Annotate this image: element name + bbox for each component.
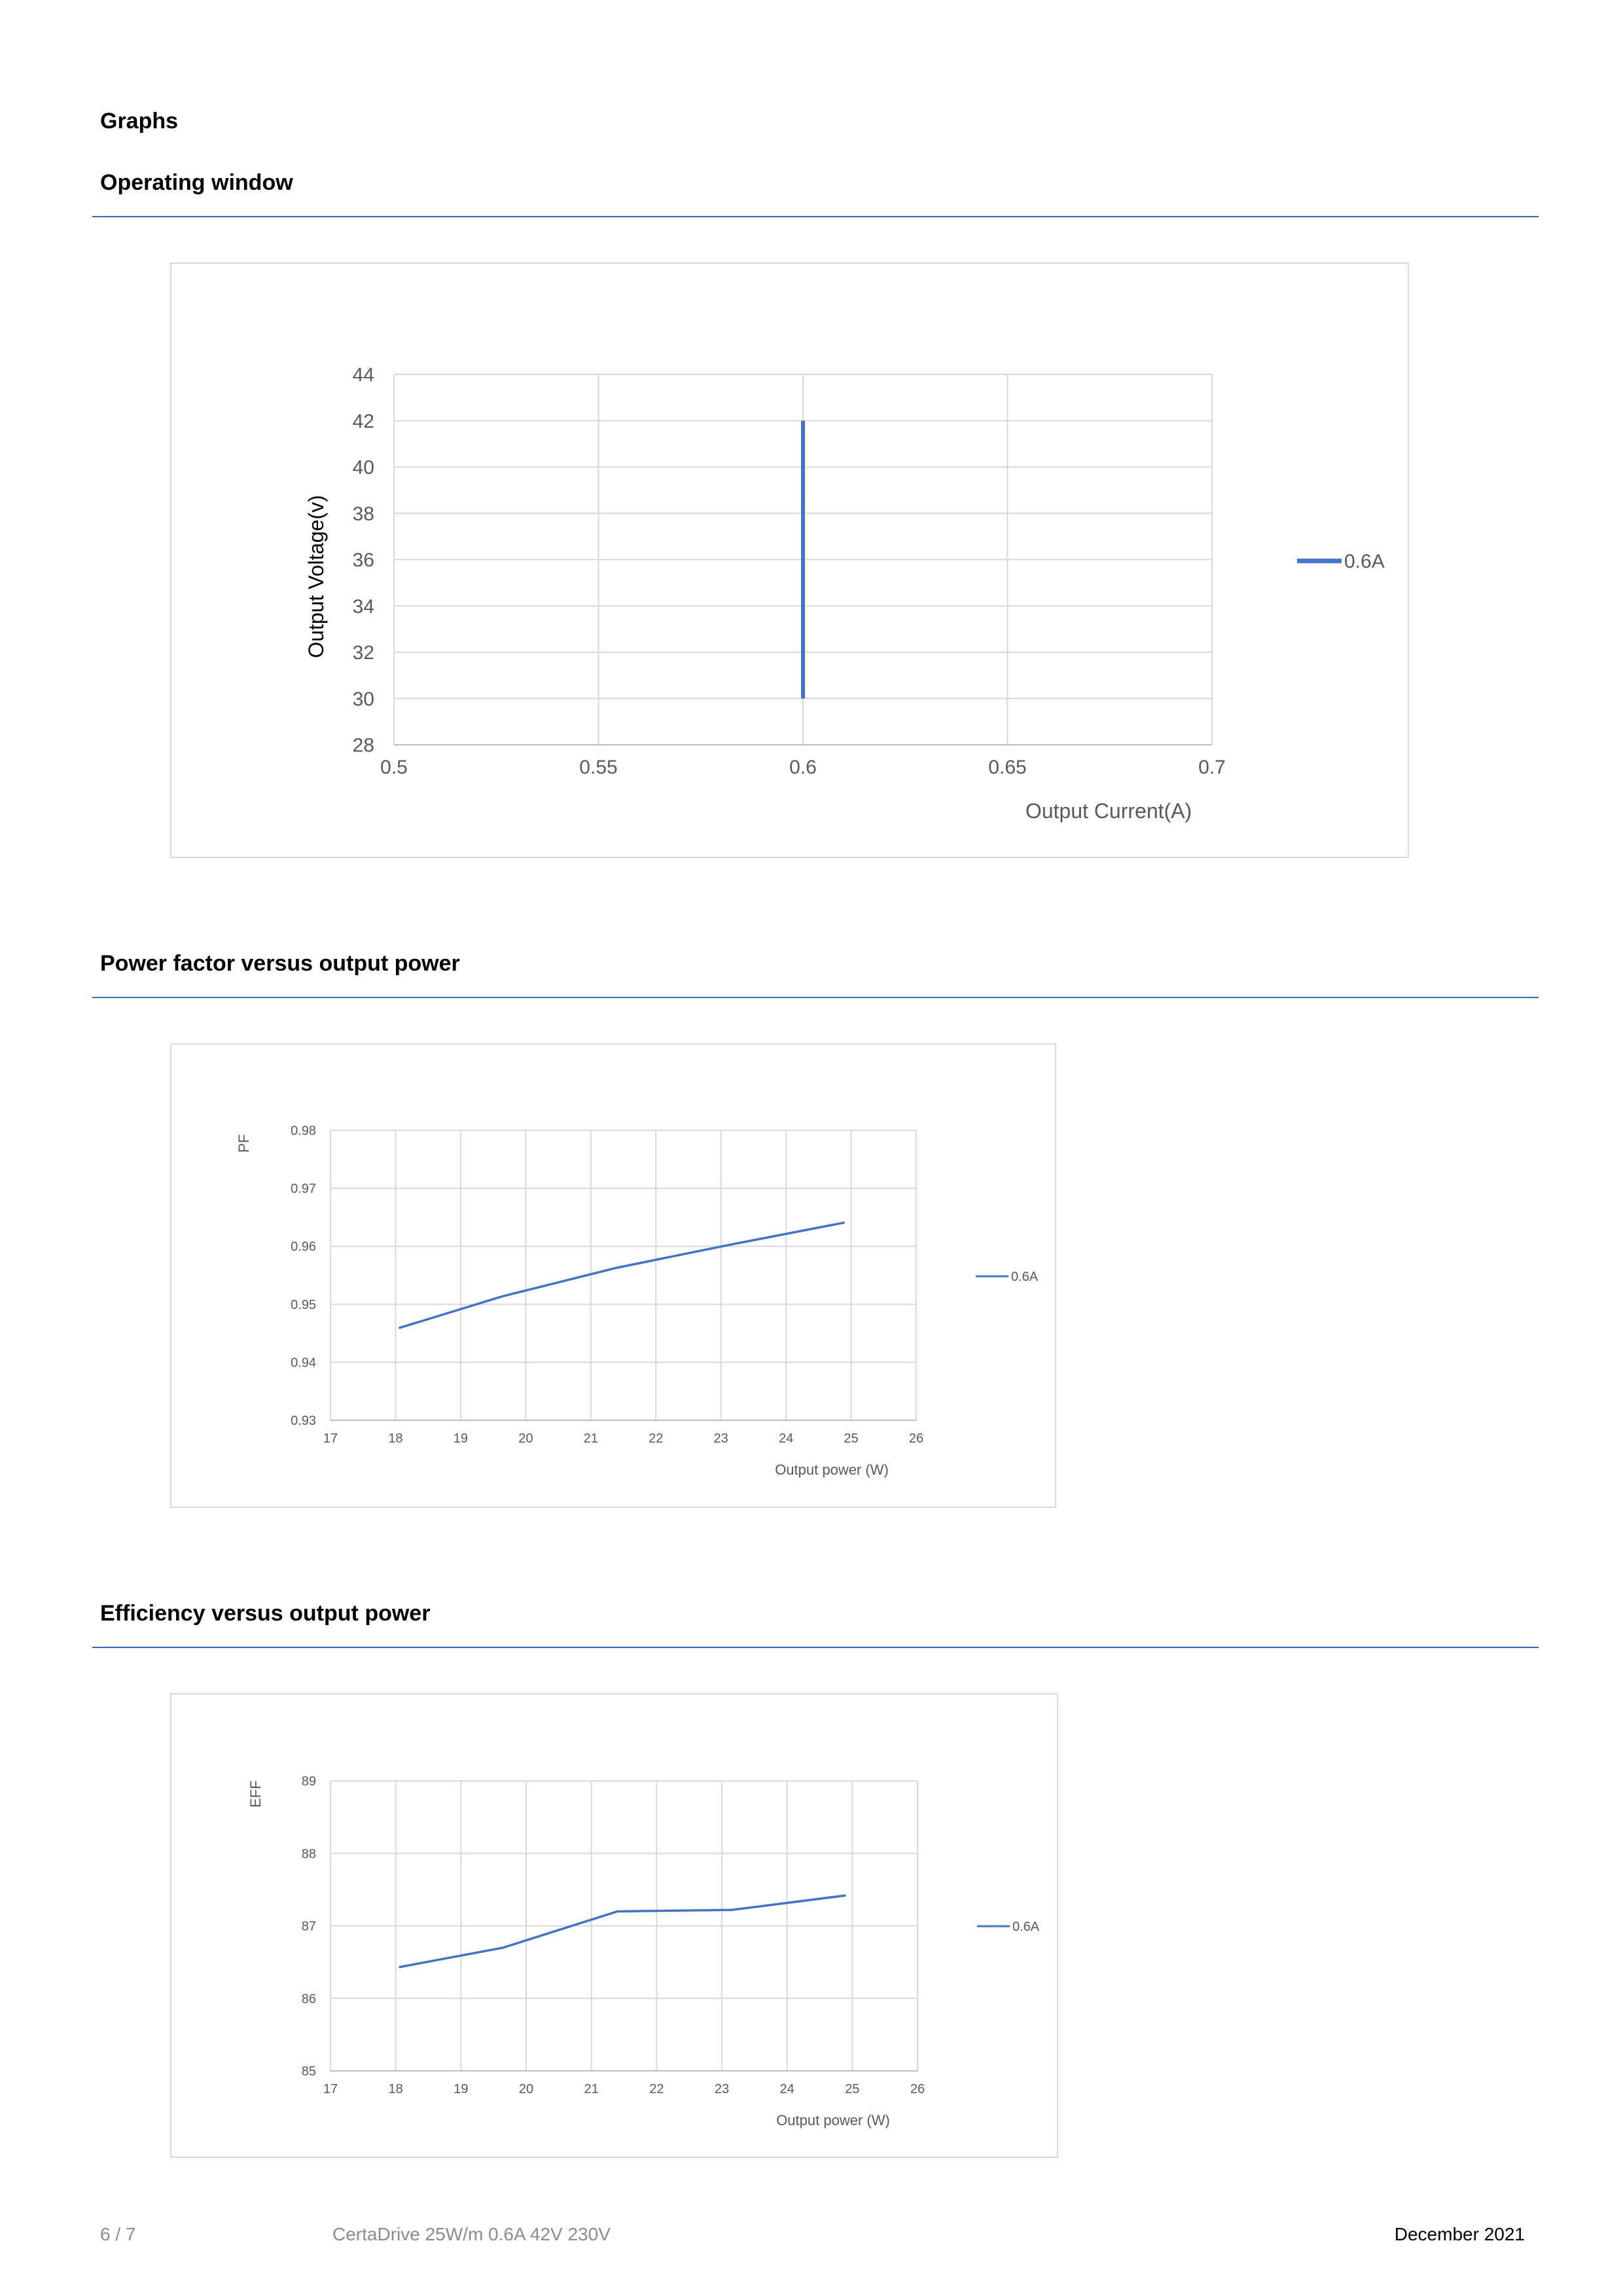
y-tick-label: 44 [353, 365, 374, 386]
y-tick-label: 0.97 [291, 1182, 316, 1196]
document-date: December 2021 [1394, 2224, 1525, 2244]
x-tick-label: 17 [323, 2082, 338, 2096]
y-tick-label: 86 [302, 1992, 316, 2006]
y-tick-label: 38 [353, 503, 374, 525]
x-tick-label: 19 [454, 1431, 468, 1446]
y-tick-label: 0.94 [291, 1355, 316, 1370]
x-tick-label: 18 [389, 2082, 403, 2096]
x-tick-label: 0.65 [988, 757, 1026, 778]
series-line [398, 1221, 845, 1329]
x-tick-label: 0.6 [789, 757, 817, 778]
x-tick-label: 0.5 [380, 757, 408, 778]
y-tick-label: 36 [353, 550, 374, 571]
y-axis-title: EFF [247, 1780, 264, 1808]
x-tick-label: 0.55 [579, 757, 617, 778]
y-tick-label: 87 [302, 1920, 316, 1934]
series-line [399, 1894, 846, 1969]
y-tick-label: 0.93 [291, 1414, 316, 1428]
x-tick-label: 22 [649, 1431, 663, 1446]
legend-label: 0.6A [1011, 1270, 1039, 1284]
x-tick-label: 24 [780, 2082, 794, 2096]
y-tick-label: 34 [353, 596, 374, 617]
chart-svg: 0.93 0.94 0.95 0.96 0.97 0.98 17 18 19 20 21 22 23 24… [236, 1124, 1039, 1478]
x-tick-label: 26 [910, 2082, 925, 2096]
x-tick-label: 24 [779, 1431, 793, 1446]
x-axis-title: Output Current(A) [1026, 799, 1192, 823]
y-tick-label: 89 [302, 1774, 316, 1789]
page-number: 6 / 7 [100, 2224, 136, 2244]
y-tick-label: 40 [353, 457, 374, 478]
x-tick-label: 25 [844, 1431, 858, 1446]
section-divider [92, 997, 1539, 998]
y-tick-label: 42 [353, 410, 374, 432]
x-tick-label: 20 [518, 1431, 533, 1446]
chart-svg: 85 86 87 88 89 17 18 19 20 21 22 23 24 25 26 Output pow… [247, 1774, 1040, 2128]
x-tick-label: 23 [715, 2082, 729, 2096]
x-tick-label: 18 [388, 1431, 402, 1446]
x-tick-label: 19 [454, 2082, 468, 2096]
x-tick-label: 25 [845, 2082, 859, 2096]
section-divider [92, 1647, 1539, 1648]
legend-label: 0.6A [1012, 1920, 1040, 1934]
x-tick-label: 0.7 [1198, 757, 1226, 778]
operating-window-chart: 28 30 32 34 36 38 40 42 44 0.5 0.55 0.6 0.65 0.7 Outpu… [170, 262, 1409, 858]
x-axis-title: Output power (W) [775, 1462, 889, 1478]
x-tick-label: 23 [714, 1431, 728, 1446]
x-tick-label: 20 [519, 2082, 533, 2096]
x-tick-label: 21 [584, 2082, 599, 2096]
y-tick-label: 30 [353, 689, 374, 710]
legend-label: 0.6A [1344, 551, 1385, 573]
x-tick-label: 22 [649, 2082, 664, 2096]
y-tick-label: 85 [302, 2064, 316, 2079]
product-name: CertaDrive 25W/m 0.6A 42V 230V [332, 2224, 611, 2244]
x-tick-label: 17 [323, 1431, 338, 1446]
power-factor-chart: 0.93 0.94 0.95 0.96 0.97 0.98 17 18 19 20 21 22 23 24… [170, 1043, 1056, 1508]
y-tick-label: 88 [302, 1847, 316, 1861]
y-tick-label: 32 [353, 642, 374, 664]
x-tick-label: 21 [584, 1431, 598, 1446]
power-factor-title: Power factor versus output power [100, 951, 460, 976]
operating-window-title: Operating window [100, 170, 293, 195]
x-tick-label: 26 [909, 1431, 923, 1446]
y-tick-label: 0.98 [291, 1124, 316, 1138]
y-tick-label: 0.95 [291, 1298, 316, 1312]
efficiency-title: Efficiency versus output power [100, 1601, 431, 1626]
page-section-title: Graphs [100, 109, 179, 134]
efficiency-chart: 85 86 87 88 89 17 18 19 20 21 22 23 24 25 26 Output pow… [170, 1693, 1058, 2158]
section-divider [92, 216, 1539, 217]
y-axis-title: PF [236, 1134, 252, 1153]
y-axis-title: Output Voltage(v) [304, 495, 328, 658]
y-tick-label: 0.96 [291, 1240, 316, 1254]
y-tick-label: 28 [353, 735, 374, 757]
x-axis-title: Output power (W) [776, 2112, 890, 2128]
chart-svg: 28 30 32 34 36 38 40 42 44 0.5 0.55 0.6 0.65 0.7 Outpu… [304, 365, 1385, 823]
